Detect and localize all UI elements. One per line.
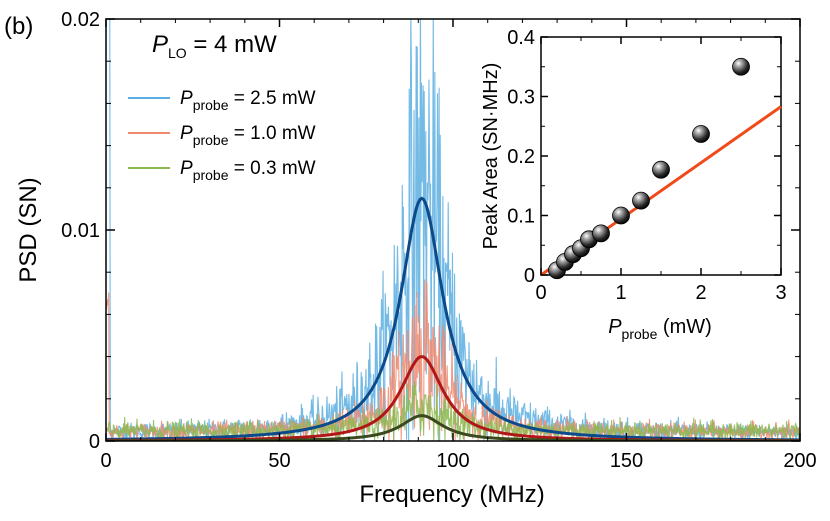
legend-value: = 2.5 mW [229,88,316,109]
inset-x-tick-label: 0 [535,282,546,304]
main-x-axis-label: Frequency (MHz) [359,481,544,508]
y-tick-label: 0.02 [61,9,100,31]
noise-trace-2 [106,381,800,441]
noise-traces [106,19,800,441]
fit-curve-0 [106,196,800,441]
peak-area-point [612,206,630,225]
inset-plot-frame [540,36,782,276]
legend-value: = 1.0 mW [229,123,316,144]
peak-area-point [732,57,750,76]
inset-plot [540,57,782,280]
x-tick-label: 50 [268,450,290,472]
legend-subscript: probe [193,167,229,183]
inset-x-tick-label: 1 [615,282,626,304]
lo-power-subscript: LO [168,45,187,61]
peak-area-point [592,224,610,243]
inset-y-tick-label: 0.2 [507,146,535,168]
peak-area-point [632,191,650,210]
panel-label: (b) [4,13,33,40]
inset-x-symbol: P [608,316,622,338]
inset-y-tick-label: 0.4 [507,27,535,49]
inset-y-tick-label: 0.3 [507,87,535,109]
main-y-axis-label: PSD (SN) [15,177,42,282]
inset-x-tick-label: 2 [695,282,706,304]
y-tick-label: 0.01 [61,220,100,242]
legend-subscript: probe [193,97,229,113]
peak-area-point [652,160,670,179]
inset-x-subscript: probe [622,326,658,342]
legend-label-0.3mW: Pprobe = 0.3 mW [180,158,316,183]
legend-value: = 0.3 mW [229,158,316,179]
inset-x-tick-label: 3 [775,282,786,304]
legend-symbol: P [180,123,193,144]
lo-power-symbol: P [152,31,168,58]
peak-area-point [692,125,710,143]
legend-symbol: P [180,158,193,179]
legend-label-2.5mW: Pprobe = 2.5 mW [180,88,316,113]
x-tick-label: 200 [783,450,816,472]
lo-power-value: = 4 mW [187,31,277,58]
inset-y-tick-label: 0.1 [507,206,535,228]
legend-symbol: P [180,88,193,109]
legend-subscript: probe [193,132,229,148]
inset-axis-ticks: 0 1 2 3 0 0.1 0.2 0.3 0.4 [507,27,786,304]
inset-y-axis-label: Peak Area (SN·MHz) [480,63,502,250]
x-tick-label: 100 [436,450,469,472]
inset-x-axis-label: Pprobe (mW) [608,316,712,342]
x-tick-label: 150 [610,450,643,472]
inset-y-tick-label: 0 [524,265,535,287]
legend-label-1.0mW: Pprobe = 1.0 mW [180,123,316,148]
y-tick-label: 0 [89,431,100,453]
lo-power-annotation: PLO = 4 mW [152,31,277,61]
inset-x-unit: (mW) [657,316,711,338]
legend: Pprobe = 2.5 mW Pprobe = 1.0 mW Pprobe =… [128,88,316,183]
x-tick-label: 0 [100,450,111,472]
